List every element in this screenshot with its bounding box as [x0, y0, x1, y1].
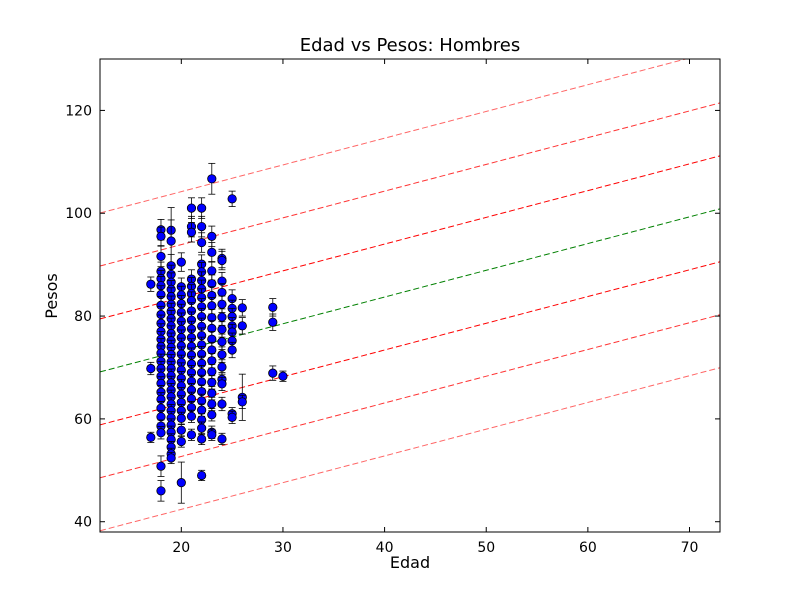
data-point — [269, 318, 277, 326]
data-point — [208, 378, 216, 386]
data-point — [147, 280, 155, 288]
x-tick-label: 20 — [172, 540, 190, 556]
data-point — [157, 232, 165, 240]
y-tick-label: 40 — [74, 515, 92, 531]
data-point — [208, 389, 216, 397]
data-point — [197, 424, 205, 432]
data-point — [167, 237, 175, 245]
x-tick-label: 50 — [477, 540, 495, 556]
data-point — [279, 372, 287, 380]
data-point — [177, 437, 185, 445]
data-point — [208, 431, 216, 439]
data-point — [147, 433, 155, 441]
data-point — [208, 400, 216, 408]
data-point — [208, 248, 216, 256]
data-point — [157, 462, 165, 470]
data-point — [177, 426, 185, 434]
data-point — [197, 435, 205, 443]
data-point — [177, 478, 185, 486]
data-point — [208, 302, 216, 310]
data-point — [228, 346, 236, 354]
data-point — [187, 204, 195, 212]
data-point — [157, 487, 165, 495]
data-point — [197, 222, 205, 230]
data-point — [208, 367, 216, 375]
data-point — [269, 303, 277, 311]
data-point — [208, 411, 216, 419]
data-point — [218, 325, 226, 333]
data-point — [218, 350, 226, 358]
data-point — [218, 256, 226, 264]
data-point — [208, 346, 216, 354]
data-point — [218, 338, 226, 346]
y-axis-label: Pesos — [42, 273, 61, 318]
y-tick-label: 120 — [65, 103, 92, 119]
data-point — [157, 429, 165, 437]
x-tick-label: 70 — [681, 540, 699, 556]
data-point — [269, 369, 277, 377]
data-point — [238, 398, 246, 406]
data-point — [238, 304, 246, 312]
data-point — [218, 313, 226, 321]
data-point — [177, 258, 185, 266]
data-point — [187, 431, 195, 439]
data-point — [167, 454, 175, 462]
data-point — [218, 363, 226, 371]
data-point — [197, 471, 205, 479]
y-tick-label: 80 — [74, 309, 92, 325]
data-point — [218, 435, 226, 443]
data-point — [218, 380, 226, 388]
chart-title: Edad vs Pesos: Hombres — [300, 35, 521, 56]
data-point — [228, 195, 236, 203]
data-point — [208, 357, 216, 365]
data-point — [208, 232, 216, 240]
x-tick-label: 60 — [579, 540, 597, 556]
y-tick-label: 60 — [74, 412, 92, 428]
data-point — [187, 412, 195, 420]
data-point — [208, 175, 216, 183]
data-point — [177, 414, 185, 422]
x-tick-label: 30 — [274, 540, 292, 556]
data-point — [157, 252, 165, 260]
data-point — [147, 364, 155, 372]
data-point — [218, 400, 226, 408]
data-point — [208, 267, 216, 275]
data-point — [218, 288, 226, 296]
y-tick-label: 100 — [65, 206, 92, 222]
data-point — [238, 322, 246, 330]
data-point — [197, 406, 205, 414]
x-axis-label: Edad — [390, 553, 430, 572]
data-point — [218, 300, 226, 308]
data-point — [197, 204, 205, 212]
data-point — [228, 413, 236, 421]
data-point — [197, 238, 205, 246]
data-point — [187, 228, 195, 236]
